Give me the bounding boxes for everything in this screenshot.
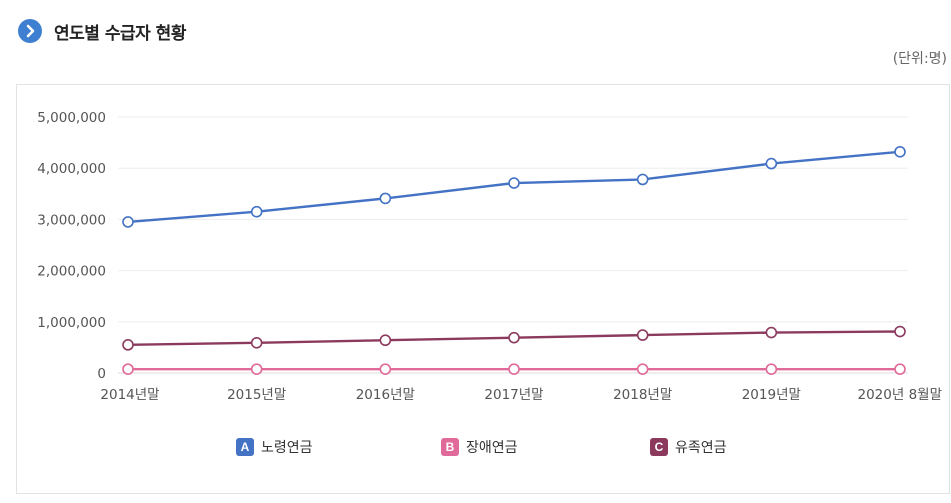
legend-item-disability: B 장애연금 [441,437,518,457]
data-point [122,363,134,375]
data-point [122,339,134,351]
chart-panel [16,84,950,494]
y-tick-label: 3,000,000 [37,212,106,228]
y-tick-label: 4,000,000 [37,161,106,177]
x-tick-label: 2016년말 [356,387,415,403]
legend-item-survivor: C 유족연금 [650,437,727,457]
x-tick-label: 2019년말 [742,387,801,403]
y-axis-ticks: 0 1,000,000 2,000,000 3,000,000 4,000,000 5,0… [37,110,106,382]
legend-badge-c: C [650,438,668,456]
unit-label: (단위:명) [892,51,947,67]
data-point [894,325,906,338]
section-header: 연도별 수급자 현황 [18,18,186,44]
data-point [250,205,263,218]
data-point [379,334,392,347]
series-lines [122,146,906,375]
data-point [894,363,906,375]
legend-label: 장애연금 [466,440,518,456]
data-point [379,192,392,205]
data-point [636,329,649,341]
x-axis-ticks: 2014년말 2015년말 2016년말 2017년말 2018년말 2019년말 2020… [100,387,942,403]
data-point [765,326,778,339]
y-tick-label: 0 [97,366,106,382]
legend-badge-b: B [441,438,459,456]
x-tick-label: 2014년말 [100,387,159,403]
data-point [250,336,263,349]
data-point [122,216,134,228]
x-tick-label: 2018년말 [613,387,672,403]
data-point [250,363,263,375]
x-tick-label: 2015년말 [227,387,286,403]
series-0 [122,146,906,228]
chevron-right-icon [18,19,42,43]
data-point [765,157,778,170]
legend-badge-a: A [236,438,254,456]
data-point [765,363,778,375]
y-tick-label: 1,000,000 [37,315,106,331]
x-tick-label: 2020년 8월말 [858,387,943,403]
grid-lines [118,116,908,374]
page-title: 연도별 수급자 현황 [54,23,186,44]
y-tick-label: 2,000,000 [37,264,106,280]
data-point [508,331,520,344]
x-tick-label: 2017년말 [484,387,543,403]
series-1 [122,363,906,375]
y-tick-label: 5,000,000 [37,110,106,126]
data-point [636,363,649,375]
data-point [508,177,520,189]
data-point [508,363,520,375]
data-point [636,173,649,186]
legend-label: 노령연금 [261,440,313,456]
data-point [379,363,392,375]
data-point [894,146,906,158]
legend-item-old-age: A 노령연금 [236,437,313,457]
legend-label: 유족연금 [675,440,727,456]
series-2 [122,325,906,351]
